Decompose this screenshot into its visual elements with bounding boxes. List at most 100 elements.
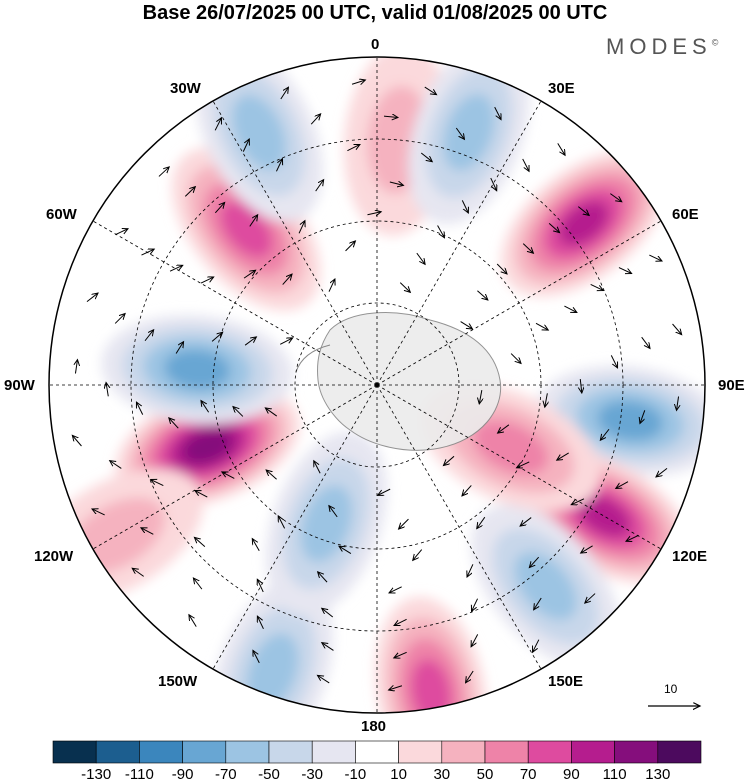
lon-label-90e: 90E — [718, 377, 745, 394]
wind-vector — [184, 187, 195, 197]
wind-vector — [564, 305, 576, 312]
wind-vector — [394, 618, 407, 625]
colorbar-tick-label: 90 — [563, 766, 580, 783]
anomaly-contour — [232, 94, 287, 170]
anomaly-contour — [300, 485, 353, 563]
colorbar-swatch — [571, 740, 615, 764]
wind-vector — [472, 598, 479, 612]
wind-vector — [533, 639, 540, 652]
lon-label-90w: 90W — [4, 377, 35, 394]
colorbar-tick-label: 130 — [645, 766, 671, 783]
wind-vector — [455, 127, 464, 139]
anomaly-contour — [473, 420, 549, 475]
wind-vector — [522, 243, 533, 254]
wind-vector — [310, 114, 320, 125]
wind-vector — [672, 323, 682, 335]
wind-vector — [590, 283, 604, 290]
wind-vector — [367, 212, 381, 215]
meridian-line — [212, 384, 378, 670]
wind-vector — [443, 455, 455, 465]
lon-label-30e: 30E — [548, 80, 575, 97]
antarctic-peninsula — [295, 344, 331, 373]
wind-vector — [233, 407, 244, 417]
wind-vector — [420, 152, 432, 162]
anomaly-contour — [443, 93, 495, 171]
colorbar-tick-label: 50 — [476, 766, 494, 783]
wind-vector — [378, 488, 391, 495]
wind-vector — [252, 539, 260, 552]
wind-vector — [399, 282, 410, 293]
wind-vector — [517, 461, 530, 468]
wind-vector — [649, 254, 662, 261]
colorbar-swatch — [225, 740, 270, 764]
wind-vector — [510, 353, 521, 364]
wind-vector — [641, 336, 650, 348]
anomaly-contour — [164, 349, 231, 389]
wind-vector — [115, 229, 128, 236]
meridian-line — [376, 100, 542, 386]
wind-vector — [201, 401, 210, 413]
colorbar-tick-label: -90 — [171, 766, 194, 783]
wind-vector — [214, 118, 221, 131]
wind-vector — [200, 277, 214, 284]
wind-vector — [257, 616, 264, 630]
wind-vector — [467, 564, 474, 577]
wind-vector — [534, 597, 542, 610]
colorbar-swatch — [268, 740, 313, 764]
lon-label-60w: 60W — [46, 206, 77, 223]
reference-vector-value: 10 — [664, 682, 678, 696]
wind-vector — [266, 470, 277, 480]
wind-vector — [242, 139, 249, 152]
wind-vector — [151, 480, 164, 487]
wind-vector — [193, 578, 203, 590]
wind-vector — [580, 379, 582, 393]
lon-label-60e: 60E — [672, 206, 699, 223]
lon-label-30w: 30W — [170, 80, 201, 97]
lon-label-120w: 120W — [34, 548, 74, 565]
wind-vector — [265, 408, 278, 417]
wind-vector — [351, 80, 365, 84]
wind-vector — [214, 202, 224, 214]
lon-label-150w: 150W — [158, 673, 198, 690]
wind-vector — [462, 485, 472, 495]
colorbar-tick-label: -30 — [301, 766, 324, 783]
wind-vector — [479, 390, 482, 404]
wind-vector — [640, 410, 646, 423]
wind-vector — [317, 675, 330, 684]
lon-label-120e: 120E — [672, 548, 708, 565]
anomaly-contour — [558, 201, 609, 246]
colorbar-tick-label: 10 — [390, 766, 407, 783]
colorbar-tick-label: -10 — [344, 766, 367, 783]
wind-vector — [75, 360, 77, 374]
map-boundary — [48, 56, 706, 714]
meridian-line — [376, 220, 662, 386]
wind-vector — [437, 225, 445, 238]
colorbar-swatch — [52, 740, 97, 764]
wind-vector — [389, 686, 403, 690]
wind-vector — [498, 424, 510, 433]
wind-vector — [144, 330, 154, 342]
latitude-circle — [294, 302, 460, 468]
wind-vector — [158, 167, 169, 177]
wind-vector — [211, 332, 223, 342]
wind-vector — [494, 106, 501, 119]
wind-vector — [610, 355, 617, 368]
wind-vector — [545, 393, 548, 407]
wind-vector — [557, 143, 565, 155]
map-title: Base 26/07/2025 00 UTC, valid 01/08/2025… — [142, 2, 608, 24]
wind-vector — [347, 144, 360, 152]
colorbar-tick-label: -110 — [124, 766, 154, 783]
wind-vector — [490, 177, 497, 191]
wind-vector — [677, 396, 679, 411]
wind-vector — [282, 274, 292, 285]
wind-vector — [577, 206, 589, 216]
meridian-line — [92, 220, 378, 386]
wind-vector — [389, 586, 402, 593]
anomaly-contour — [597, 400, 664, 441]
wind-vector — [189, 615, 197, 627]
anomaly-contour — [514, 551, 577, 621]
wind-vector — [610, 193, 621, 202]
wind-vector — [169, 418, 179, 429]
wind-vector — [318, 572, 328, 583]
